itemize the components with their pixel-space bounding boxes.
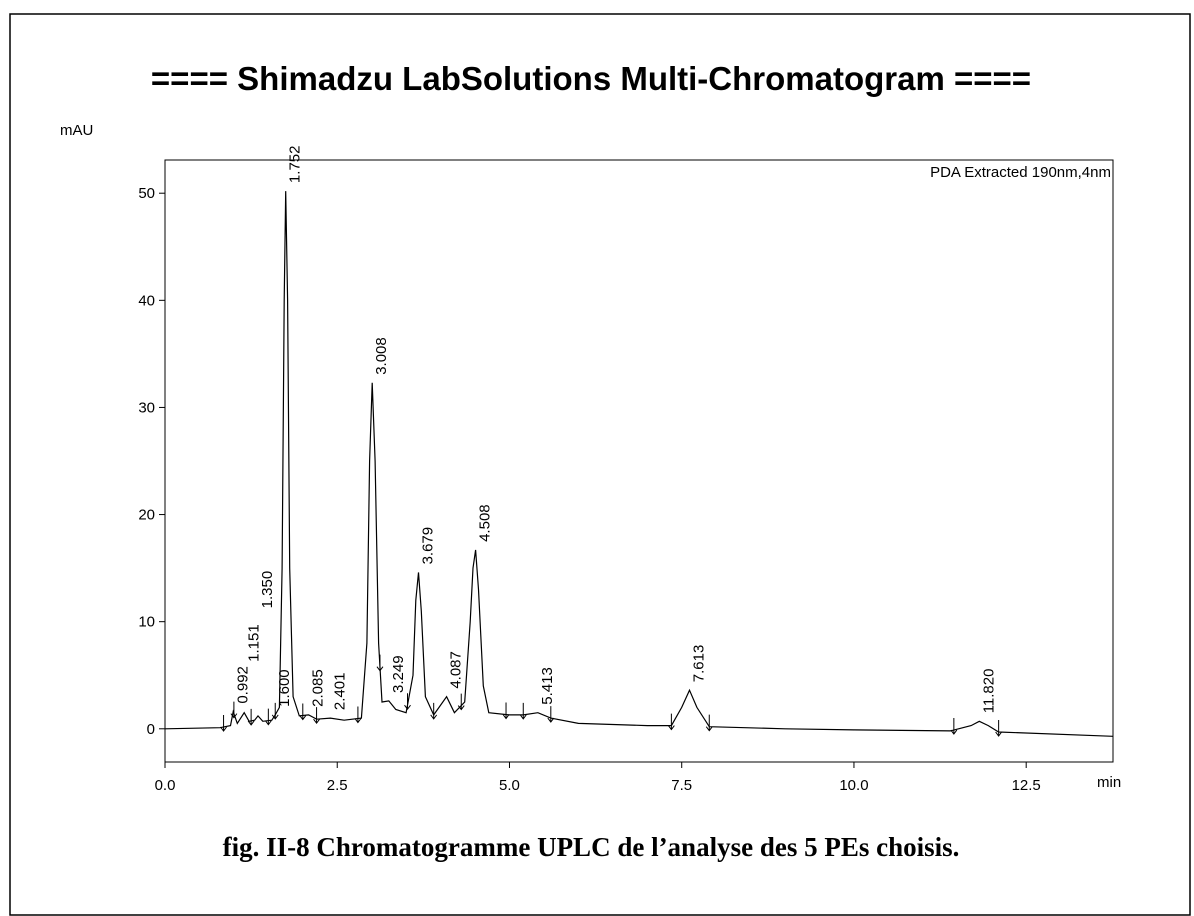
integration-mark [376, 654, 384, 672]
integration-mark [950, 718, 958, 735]
integration-mark [705, 714, 713, 732]
integration-mark [299, 703, 307, 721]
frame [9, 13, 1191, 916]
integration-mark [230, 701, 238, 719]
x-tick-label: 5.0 [499, 777, 520, 794]
peak-label: 7.613 [691, 645, 708, 683]
integration-mark [502, 702, 510, 720]
y-tick-label: 20 [138, 507, 155, 524]
peak-label: 0.992 [234, 666, 251, 704]
x-tick-label: 2.5 [327, 777, 348, 794]
x-tick-label: 10.0 [839, 777, 868, 794]
peak-label: 2.401 [331, 673, 348, 711]
integration-mark [271, 702, 279, 720]
chart-title: ==== Shimadzu LabSolutions Multi-Chromat… [151, 60, 1031, 97]
integration-mark [264, 708, 272, 726]
y-tick-label: 50 [138, 185, 155, 202]
peak-label: 3.008 [373, 337, 390, 375]
caption: fig. II-8 Chromatogramme UPLC de l’analy… [223, 832, 960, 862]
integration-mark [547, 706, 555, 723]
peak-label: 4.087 [448, 651, 465, 689]
integration-mark [404, 693, 411, 711]
plot-area [164, 159, 1114, 763]
peak-label: 1.151 [245, 624, 262, 662]
peak-label: 4.508 [477, 504, 494, 542]
peak-label: 1.600 [276, 669, 293, 707]
peak-label: 1.752 [287, 146, 304, 184]
peak-label: 3.679 [419, 527, 436, 565]
integration-mark [667, 713, 675, 731]
peak-label: 2.085 [310, 669, 327, 707]
y-tick-label: 40 [138, 292, 155, 309]
y-tick-label: 10 [138, 614, 155, 631]
integration-mark [354, 706, 362, 724]
integration-mark [313, 707, 320, 724]
integration-mark [220, 715, 227, 732]
peak-label: 3.249 [390, 655, 407, 693]
y-tick-label: 0 [147, 721, 155, 738]
integration-mark [457, 693, 465, 711]
annotation: PDA Extracted 190nm,4nm [930, 164, 1111, 181]
peak-label: 5.413 [539, 667, 556, 705]
y-axis-label: mAU [60, 122, 93, 139]
x-tick-label: 0.0 [155, 777, 176, 794]
integration-mark [995, 720, 1003, 737]
integration-mark [247, 708, 255, 726]
y-tick-label: 30 [138, 399, 155, 416]
x-tick-label: 12.5 [1012, 777, 1041, 794]
trace [164, 191, 1114, 737]
peak-label: 11.820 [980, 669, 997, 714]
x-axis-label: min [1097, 774, 1121, 791]
integration-mark [519, 702, 527, 720]
x-tick-label: 7.5 [671, 777, 692, 794]
integration-mark [430, 702, 438, 720]
peak-label: 1.350 [259, 571, 276, 609]
